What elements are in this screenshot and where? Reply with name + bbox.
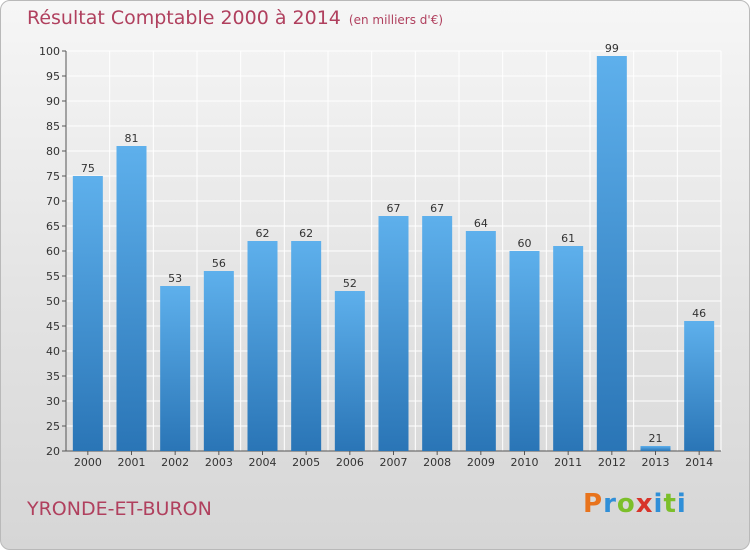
bar xyxy=(116,146,147,451)
logo-letter: t xyxy=(663,489,677,519)
bar xyxy=(160,286,191,451)
bar xyxy=(640,446,671,451)
x-tick-label: 2004 xyxy=(249,456,277,469)
bar-value-label: 21 xyxy=(649,432,663,445)
bar xyxy=(553,246,584,451)
x-tick-label: 2012 xyxy=(598,456,626,469)
x-tick-label: 2007 xyxy=(380,456,408,469)
y-tick-label: 30 xyxy=(46,395,60,408)
bar xyxy=(422,216,453,451)
bar xyxy=(684,321,715,451)
bar-value-label: 64 xyxy=(474,217,488,230)
y-tick-label: 55 xyxy=(46,270,60,283)
x-tick-label: 2002 xyxy=(161,456,189,469)
chart-subtitle: (en milliers d'€) xyxy=(348,13,444,27)
y-tick-label: 80 xyxy=(46,145,60,158)
logo-letter: i xyxy=(653,489,664,519)
bar-value-label: 52 xyxy=(343,277,357,290)
logo-letter: x xyxy=(635,489,654,519)
y-tick-label: 45 xyxy=(46,320,60,333)
bar-value-label: 62 xyxy=(299,227,313,240)
x-tick-label: 2009 xyxy=(467,456,495,469)
logo-letter: P xyxy=(583,489,604,519)
bar-value-label: 56 xyxy=(212,257,226,270)
y-tick-label: 25 xyxy=(46,420,60,433)
y-tick-label: 35 xyxy=(46,370,60,383)
proxiti-logo: Proxiti xyxy=(583,489,687,519)
x-tick-label: 2010 xyxy=(511,456,539,469)
y-tick-label: 50 xyxy=(46,295,60,308)
bar xyxy=(596,56,627,451)
x-tick-label: 2013 xyxy=(642,456,670,469)
bar-value-label: 61 xyxy=(561,232,575,245)
bar-value-label: 62 xyxy=(256,227,270,240)
x-tick-label: 2011 xyxy=(554,456,582,469)
bar-value-label: 81 xyxy=(125,132,139,145)
bar-value-label: 53 xyxy=(168,272,182,285)
y-tick-label: 85 xyxy=(46,120,60,133)
logo-letter: i xyxy=(676,489,687,519)
x-tick-label: 2003 xyxy=(205,456,233,469)
bar xyxy=(465,231,496,451)
y-tick-label: 95 xyxy=(46,70,60,83)
bar xyxy=(72,176,103,451)
bar-value-label: 67 xyxy=(430,202,444,215)
y-tick-label: 70 xyxy=(46,195,60,208)
y-tick-label: 40 xyxy=(46,345,60,358)
x-tick-label: 2001 xyxy=(118,456,146,469)
bar-value-label: 99 xyxy=(605,42,619,55)
logo-letter: o xyxy=(616,489,636,519)
bar xyxy=(378,216,409,451)
bar xyxy=(247,241,278,451)
bar xyxy=(203,271,234,451)
bar-value-label: 75 xyxy=(81,162,95,175)
logo-letter: r xyxy=(603,489,617,519)
y-tick-label: 20 xyxy=(46,445,60,458)
y-tick-label: 100 xyxy=(39,45,60,58)
x-tick-label: 2014 xyxy=(685,456,713,469)
chart-title-text: Résultat Comptable 2000 à 2014 xyxy=(27,7,341,29)
y-tick-label: 60 xyxy=(46,245,60,258)
x-tick-label: 2006 xyxy=(336,456,364,469)
bar-value-label: 60 xyxy=(518,237,532,250)
bar xyxy=(291,241,322,451)
x-tick-label: 2008 xyxy=(423,456,451,469)
chart-title: Résultat Comptable 2000 à 2014 (en millie… xyxy=(27,7,443,29)
bar xyxy=(334,291,365,451)
y-tick-label: 90 xyxy=(46,95,60,108)
bar xyxy=(509,251,540,451)
y-tick-label: 75 xyxy=(46,170,60,183)
tick-labels: 20 25 30 35 40 45 50 55 60 65 70 75 80 85 90 95 100 2000 2… xyxy=(39,45,713,469)
bar-value-label: 46 xyxy=(692,307,706,320)
x-tick-label: 2005 xyxy=(292,456,320,469)
bar-value-label: 67 xyxy=(387,202,401,215)
x-tick-label: 2000 xyxy=(74,456,102,469)
commune-name: YRONDE-ET-BURON xyxy=(27,498,212,520)
y-tick-label: 65 xyxy=(46,220,60,233)
bars xyxy=(72,56,715,451)
data-labels: 75 81 53 56 62 62 52 67 67 64 60 61 99 21 46 xyxy=(81,42,706,445)
